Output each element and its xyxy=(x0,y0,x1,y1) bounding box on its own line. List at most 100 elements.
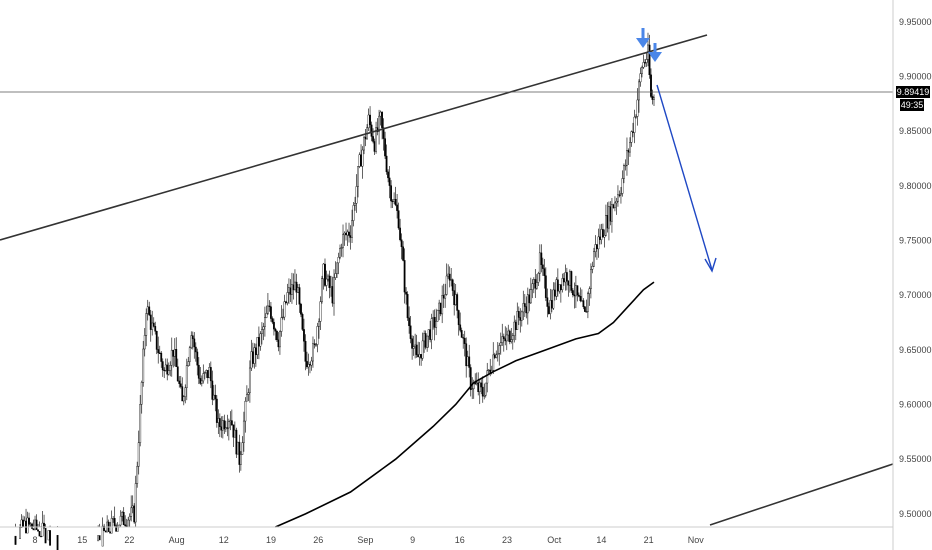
candle-up xyxy=(221,420,224,431)
candle-down xyxy=(194,346,197,353)
candle-down xyxy=(459,324,462,331)
candle-down xyxy=(238,441,241,465)
candle-down xyxy=(44,527,47,544)
candle-down xyxy=(370,124,373,137)
upper-trendline[interactable] xyxy=(0,34,708,241)
projection-arrow[interactable] xyxy=(656,84,717,273)
candle-down xyxy=(345,232,347,236)
candle-down xyxy=(304,341,307,362)
candle-down xyxy=(197,364,200,379)
candle-down xyxy=(602,229,604,238)
candle-down xyxy=(274,328,277,332)
candle-down xyxy=(468,356,471,368)
price-axis[interactable]: 9.95000 9.90000 9.85000 9.80000 9.75000 9.700… xyxy=(899,17,932,519)
candle-up xyxy=(110,518,113,534)
candle-down xyxy=(226,427,229,429)
down-arrow-icon xyxy=(636,28,650,48)
candle-up xyxy=(41,522,44,537)
candle-up xyxy=(593,251,595,267)
candle-up xyxy=(561,278,564,290)
candle-down xyxy=(196,351,199,366)
candle-up xyxy=(322,263,325,279)
candle-up xyxy=(564,272,567,283)
candle-up xyxy=(367,114,370,128)
candle-down xyxy=(277,339,280,348)
time-tick-label: Sep xyxy=(357,535,373,545)
candle-up xyxy=(580,300,583,302)
candle-up xyxy=(520,311,523,321)
candle-up xyxy=(549,300,552,314)
lower-trendline[interactable] xyxy=(709,463,894,526)
candle-down xyxy=(175,349,178,367)
candle-down xyxy=(399,227,402,241)
candle-up xyxy=(325,278,328,286)
candle-down xyxy=(508,330,511,343)
candle-down xyxy=(396,204,399,211)
candle-up xyxy=(633,116,636,133)
candle-down xyxy=(556,279,559,292)
candle-down xyxy=(218,418,221,427)
candle-up xyxy=(101,525,104,547)
candle-down xyxy=(382,127,385,139)
candle-down xyxy=(38,531,41,537)
candle-down xyxy=(172,349,175,357)
candle-up xyxy=(471,388,474,390)
candle-up xyxy=(450,279,453,281)
candle-down xyxy=(517,311,520,318)
candle-down xyxy=(257,337,260,347)
price-tick-label: 9.60000 xyxy=(899,400,932,410)
candle-up xyxy=(116,527,119,532)
candle-down xyxy=(209,367,212,382)
candle-down xyxy=(251,351,254,364)
candle-up xyxy=(334,273,337,278)
candle-up xyxy=(127,519,130,528)
candle-up xyxy=(26,517,29,534)
candle-up xyxy=(499,342,502,346)
time-tick-label: 26 xyxy=(313,535,323,545)
candle-up xyxy=(603,235,606,238)
candle-up xyxy=(412,346,415,349)
candle-down xyxy=(276,330,278,341)
candle-up xyxy=(259,333,262,347)
candle-down xyxy=(152,322,155,327)
candle-down xyxy=(387,171,389,179)
candle-down xyxy=(627,150,630,153)
candle-up xyxy=(357,166,359,187)
candle-up xyxy=(200,380,203,384)
candle-down xyxy=(331,286,334,304)
price-tick-label: 9.75000 xyxy=(899,236,932,246)
candle-down xyxy=(583,306,586,312)
candle-down xyxy=(565,272,568,282)
candle-down xyxy=(463,337,466,344)
candle-down xyxy=(460,330,463,338)
candle-up xyxy=(321,278,323,302)
candle-up xyxy=(310,360,313,366)
candle-down xyxy=(514,321,517,330)
candle-up xyxy=(642,62,645,68)
candle-up xyxy=(337,256,340,264)
candle-up xyxy=(513,321,516,336)
candle-down xyxy=(176,366,179,382)
candle-down xyxy=(349,235,352,238)
candle-down xyxy=(534,279,537,289)
candle-down xyxy=(109,531,112,534)
candle-up xyxy=(327,275,329,280)
time-axis[interactable]: 8 15 22 Aug 12 19 26 Sep 9 16 23 Oct 14 21 Nov xyxy=(32,535,704,545)
candle-down xyxy=(113,518,116,526)
candle-up xyxy=(283,301,286,318)
candle-up xyxy=(312,343,314,362)
candle-down xyxy=(411,338,414,349)
candle-down xyxy=(469,367,472,390)
candle-up xyxy=(635,116,637,118)
candle-up xyxy=(23,520,26,528)
candle-up xyxy=(510,339,513,343)
candle-down xyxy=(402,246,405,261)
candle-up xyxy=(639,73,642,83)
candle-up xyxy=(358,154,361,167)
candle-down xyxy=(223,420,226,430)
candle-down xyxy=(480,382,483,388)
price-tick-label: 9.85000 xyxy=(899,126,932,136)
candle-down xyxy=(596,244,598,250)
candle-down xyxy=(43,522,45,529)
